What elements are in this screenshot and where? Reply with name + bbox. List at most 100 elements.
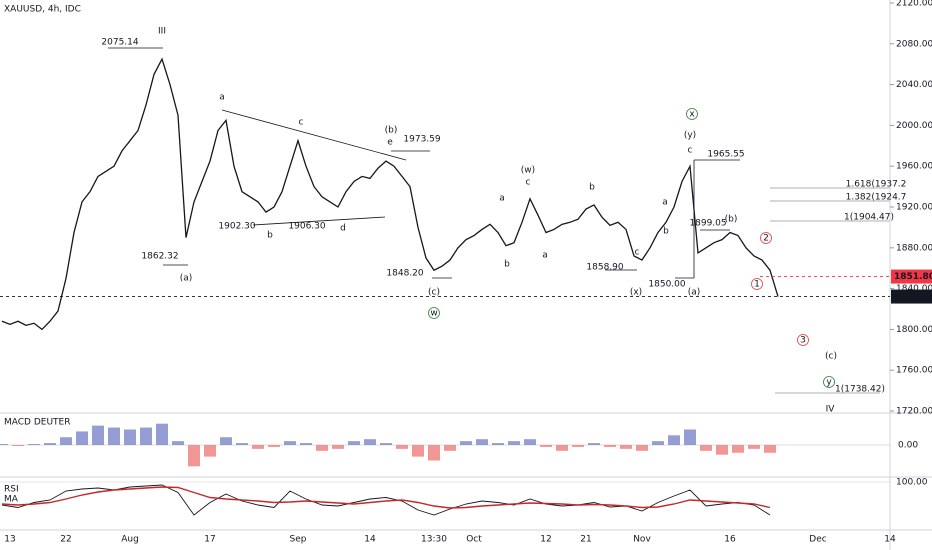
wave-label: a xyxy=(662,198,668,208)
macd-bar xyxy=(44,443,56,445)
macd-bar xyxy=(332,445,344,449)
x-tick-label: Oct xyxy=(466,535,482,545)
y-tick-label: 1920.00 xyxy=(896,203,932,213)
wave-label: 1902.30 xyxy=(218,222,255,232)
macd-bar xyxy=(12,445,24,446)
macd-bar xyxy=(732,445,744,453)
wave-label: c xyxy=(688,146,693,156)
y-tick-label: 0.00 xyxy=(898,441,918,451)
macd-bar xyxy=(300,443,312,445)
x-tick-label: 13 xyxy=(4,535,15,545)
macd-bar xyxy=(124,429,136,445)
wave-label: 1.618(1937.2 xyxy=(846,180,907,190)
y-tick-label: 1840.00 xyxy=(896,284,932,294)
wave-label: y xyxy=(826,378,832,388)
macd-bar xyxy=(60,437,72,445)
wave-label: 1.382(1924.7 xyxy=(846,193,907,203)
macd-bar xyxy=(428,445,440,461)
macd-bar xyxy=(524,439,536,445)
macd-bar xyxy=(204,445,216,457)
wave-label: 1(1738.42) xyxy=(835,385,885,395)
wave-label: e xyxy=(387,138,393,148)
x-tick-label: 17 xyxy=(204,535,215,545)
x-tick-label: 14 xyxy=(364,535,376,545)
wave-label: 1 xyxy=(754,280,760,290)
rsi-line xyxy=(1,484,771,516)
wave-label: 1906.30 xyxy=(288,222,325,232)
wave-label: a xyxy=(499,194,505,204)
wave-label: b xyxy=(589,183,595,193)
wave-label: 1899.05 xyxy=(689,219,726,229)
macd-bar xyxy=(636,445,648,451)
macd-bar xyxy=(620,445,632,449)
y-tick-label: 1720.00 xyxy=(896,407,932,417)
pane-title: MACD DEUTER xyxy=(4,418,70,428)
macd-bar xyxy=(492,443,504,445)
macd-bar xyxy=(28,444,40,445)
macd-bar xyxy=(348,441,360,445)
macd-bar xyxy=(588,443,600,445)
wave-label: (a) xyxy=(688,288,701,298)
macd-bar xyxy=(396,445,408,449)
wave-label: 1848.20 xyxy=(386,269,423,279)
macd-bar xyxy=(284,441,296,445)
macd-bar xyxy=(508,441,520,445)
wave-circle xyxy=(428,307,440,319)
y-tick-label: 1800.00 xyxy=(896,325,932,335)
macd-bar xyxy=(748,445,760,449)
macd-bar xyxy=(668,435,680,445)
wave-circle xyxy=(797,334,809,346)
wave-label: c xyxy=(299,118,304,128)
y-tick-label: 1760.00 xyxy=(896,366,932,376)
wave-label: (a) xyxy=(180,274,193,284)
macd-bar xyxy=(156,423,168,445)
y-tick-label: 2000.00 xyxy=(896,121,932,131)
wave-label: c xyxy=(635,248,640,258)
pane-title: RSI xyxy=(4,485,19,495)
y-tick-label: 2120.00 xyxy=(896,0,932,9)
wave-label: 3 xyxy=(800,336,806,346)
x-tick-label: 12 xyxy=(540,535,551,545)
wave-label: IV xyxy=(826,405,836,415)
x-tick-label: Aug xyxy=(121,535,139,545)
x-tick-label: Dec xyxy=(809,535,826,545)
wave-label: b xyxy=(663,227,669,237)
macd-bar xyxy=(700,445,712,451)
x-tick-label: 16 xyxy=(724,535,736,545)
wave-label: a xyxy=(219,93,225,103)
x-tick-label: Sep xyxy=(290,535,307,545)
wave-label: (b) xyxy=(725,215,738,225)
macd-bar xyxy=(268,445,280,447)
wave-label: 1965.55 xyxy=(707,150,744,160)
wave-label: 1850.00 xyxy=(648,280,685,290)
wave-label: d xyxy=(340,224,346,234)
macd-bar xyxy=(0,444,8,445)
macd-bar xyxy=(540,445,552,447)
macd-bar xyxy=(572,445,584,447)
y-tick-label: 1880.00 xyxy=(896,243,932,253)
macd-bar xyxy=(444,445,456,451)
macd-bar xyxy=(652,441,664,445)
y-tick-label: 1960.00 xyxy=(896,162,932,172)
macd-bar xyxy=(556,445,568,451)
wave-label: a xyxy=(542,251,548,261)
macd-bar xyxy=(92,425,104,445)
wave-label: c xyxy=(526,178,531,188)
macd-bar xyxy=(364,439,376,445)
macd-bar xyxy=(236,443,248,445)
fib-lines xyxy=(770,187,890,394)
price-tag-label: 1832.21 xyxy=(894,292,932,302)
macd-bar xyxy=(476,439,488,445)
macd-bar xyxy=(684,429,696,445)
wave-circle xyxy=(686,108,698,120)
wave-label: 1858.90 xyxy=(586,263,623,273)
wave-label: b xyxy=(267,231,273,241)
macd-bar xyxy=(764,445,776,453)
macd-bar xyxy=(412,445,424,457)
wave-label: 1862.32 xyxy=(141,252,178,262)
wave-label: (c) xyxy=(825,352,837,362)
macd-bar xyxy=(316,445,328,451)
